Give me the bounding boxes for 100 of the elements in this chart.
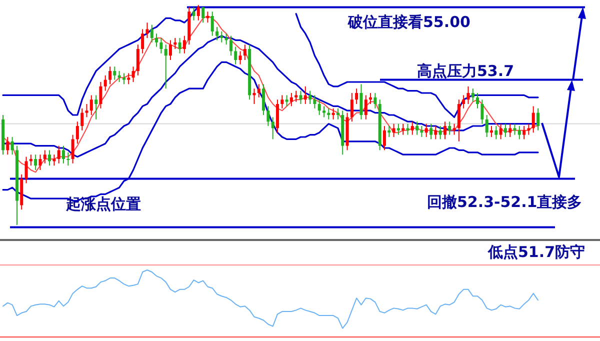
candlestick <box>304 86 307 104</box>
candlestick <box>332 108 335 120</box>
candlestick <box>313 94 316 109</box>
ref-line-label: 高点压力53.7 <box>417 62 514 80</box>
candlestick <box>494 126 498 140</box>
ref-line-label: 低点51.7防守 <box>487 243 586 261</box>
candlestick <box>522 126 526 140</box>
candlestick <box>118 70 121 82</box>
candlestick <box>508 123 512 138</box>
candlestick <box>280 94 284 109</box>
candlestick <box>243 44 246 60</box>
candlestick <box>216 26 218 41</box>
candlestick <box>62 145 65 164</box>
candlestick <box>382 126 386 151</box>
candlestick <box>438 126 442 140</box>
candlestick <box>266 106 270 126</box>
candlestick <box>10 136 14 156</box>
candlestick <box>476 92 480 109</box>
candlestick <box>392 123 396 138</box>
candlestick <box>252 88 256 104</box>
candlestick <box>127 72 130 85</box>
candlestick <box>66 152 70 166</box>
ref-line-label: 破位直接看55.00 <box>347 13 470 31</box>
candlestick <box>360 84 363 120</box>
candlestick <box>90 94 93 116</box>
candlestick <box>499 123 502 140</box>
candlestick <box>285 94 288 107</box>
candlestick <box>29 154 32 166</box>
candlestick <box>182 35 186 54</box>
candlestick <box>57 145 60 164</box>
candlestick <box>443 121 446 140</box>
candlestick <box>48 150 52 166</box>
candlestick <box>238 50 242 65</box>
candlestick <box>466 86 470 104</box>
candlestick <box>430 123 432 140</box>
candlestick <box>122 72 126 85</box>
candlestick <box>308 90 312 104</box>
candlestick <box>290 92 293 107</box>
candlestick <box>532 106 535 134</box>
candlestick <box>257 84 260 98</box>
candlestick <box>485 114 488 138</box>
candlestick <box>369 92 372 104</box>
candlestick <box>206 11 210 24</box>
ref-line-label: 回撤52.3-52.1直接多 <box>427 193 582 211</box>
candlestick <box>462 94 466 109</box>
candlestick <box>424 123 428 138</box>
candlestick <box>355 88 358 104</box>
candlestick <box>420 126 424 138</box>
candlestick <box>452 123 456 136</box>
candlestick <box>34 154 38 170</box>
annotation: 起涨点位置 <box>65 195 141 213</box>
candlestick <box>160 38 163 54</box>
candlestick <box>141 28 144 54</box>
candlestick <box>262 84 266 116</box>
candlestick <box>85 104 88 118</box>
candlestick <box>174 38 177 50</box>
candlestick <box>224 33 228 46</box>
candlestick <box>6 136 10 156</box>
candlestick <box>210 11 214 36</box>
candlestick <box>202 6 205 24</box>
candlestick <box>136 44 140 76</box>
candlestick <box>113 66 116 80</box>
candlestick <box>410 121 414 136</box>
candlestick <box>536 108 540 131</box>
candlestick <box>164 44 168 90</box>
candlestick <box>527 123 530 136</box>
candlestick <box>168 40 172 60</box>
candlestick <box>416 121 419 136</box>
candlestick <box>518 126 521 140</box>
candlestick <box>299 90 302 104</box>
candlestick <box>374 92 377 109</box>
candlestick <box>448 121 452 136</box>
candlestick <box>76 121 79 144</box>
candlestick <box>327 108 330 120</box>
candlestick <box>490 126 493 138</box>
candlestick <box>38 154 42 170</box>
candlestick <box>155 33 158 48</box>
candlestick <box>108 66 112 85</box>
candlestick <box>294 90 298 102</box>
candlestick <box>364 94 368 120</box>
candlestick <box>104 74 107 92</box>
candlestick <box>318 99 321 116</box>
candlestick <box>99 82 102 109</box>
candlestick <box>192 6 196 21</box>
candlestick <box>271 116 274 140</box>
candlestick <box>434 126 438 140</box>
candlestick <box>513 123 516 136</box>
candlestick <box>406 123 410 136</box>
candlestick <box>178 38 182 54</box>
candlestick <box>80 108 84 131</box>
candlestick <box>71 134 74 164</box>
candlestick <box>52 154 56 166</box>
candlestick <box>234 46 238 65</box>
candlestick <box>94 94 98 120</box>
candlestick <box>388 126 391 138</box>
candlestick <box>229 35 232 56</box>
candlestick <box>402 123 405 136</box>
candlestick <box>350 92 354 122</box>
candlestick <box>504 123 507 138</box>
candlestick <box>322 106 326 118</box>
